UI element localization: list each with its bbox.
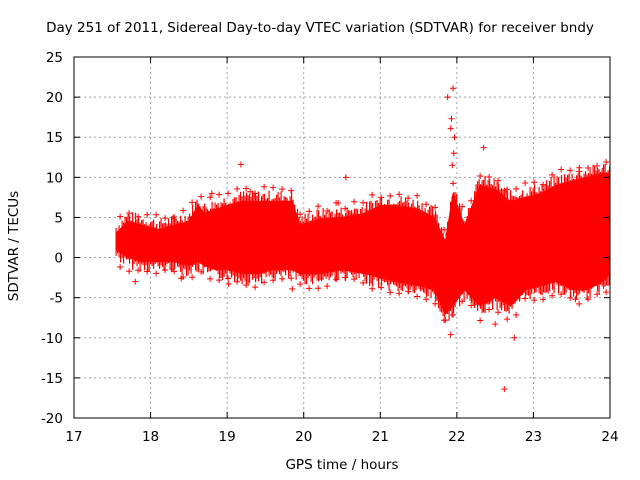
x-tick-label: 22 bbox=[448, 429, 465, 445]
data-point bbox=[501, 386, 508, 393]
y-tick-label: 20 bbox=[46, 90, 63, 106]
data-point bbox=[132, 278, 139, 285]
data-point bbox=[447, 125, 454, 132]
x-tick-label: 18 bbox=[142, 429, 159, 445]
plot-frame bbox=[73, 56, 611, 419]
data-point bbox=[450, 85, 457, 92]
data-point bbox=[447, 331, 454, 338]
data-point bbox=[444, 94, 451, 101]
x-tick-label: 23 bbox=[525, 429, 542, 445]
data-points bbox=[115, 85, 611, 393]
data-point bbox=[448, 115, 455, 122]
y-tick-label: -15 bbox=[41, 371, 63, 387]
axes: 17 18 19 20 21 22 23 24 -20 -15 -10 -5 0 5 10 15 20 25 bbox=[41, 50, 619, 445]
x-tick-label: 20 bbox=[295, 429, 312, 445]
data-point bbox=[576, 164, 583, 171]
data-point bbox=[442, 317, 449, 324]
data-point bbox=[335, 200, 342, 207]
x-tick-label: 21 bbox=[372, 429, 389, 445]
x-tick-label: 17 bbox=[65, 429, 82, 445]
data-point bbox=[511, 334, 518, 341]
data-point bbox=[572, 296, 579, 303]
y-tick-label: 10 bbox=[46, 170, 63, 186]
x-tick-label: 19 bbox=[219, 429, 236, 445]
data-point bbox=[492, 321, 499, 328]
y-tick-label: -5 bbox=[50, 291, 63, 307]
y-tick-label: -10 bbox=[41, 331, 63, 347]
data-point bbox=[208, 190, 215, 197]
y-tick-label: 15 bbox=[46, 130, 63, 146]
data-point bbox=[450, 150, 457, 157]
data-spikes bbox=[115, 164, 611, 321]
y-tick-label: -20 bbox=[41, 411, 63, 427]
data-point bbox=[289, 285, 296, 292]
data-point bbox=[178, 275, 185, 282]
data-point bbox=[449, 162, 456, 169]
data-point bbox=[451, 134, 458, 141]
data-point bbox=[480, 144, 487, 151]
data-point bbox=[237, 161, 244, 168]
chart-title: Day 251 of 2011, Sidereal Day-to-day VTE… bbox=[46, 20, 594, 36]
data-point bbox=[342, 174, 349, 181]
y-tick-label: 5 bbox=[54, 210, 63, 226]
y-tick-label: 0 bbox=[54, 251, 63, 267]
y-tick-label: 25 bbox=[46, 50, 63, 66]
x-axis-label: GPS time / hours bbox=[285, 457, 399, 473]
x-tick-label: 24 bbox=[601, 429, 618, 445]
data-point bbox=[225, 281, 232, 288]
y-axis-label: SDTVAR / TECUs bbox=[6, 190, 22, 302]
data-point bbox=[247, 188, 254, 195]
